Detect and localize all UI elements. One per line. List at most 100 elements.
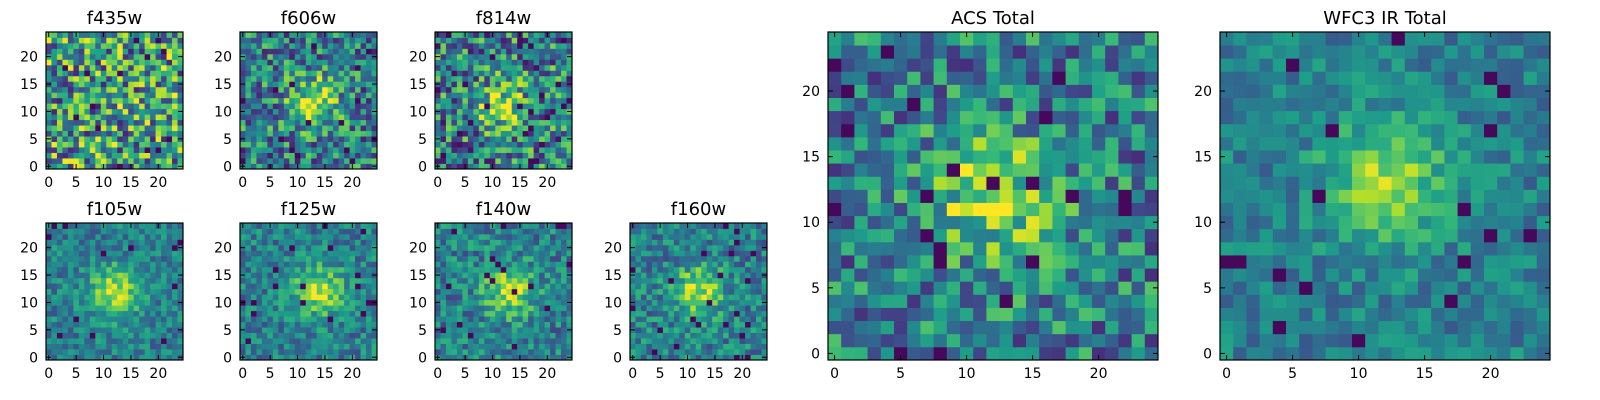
- pixel-cell: [272, 70, 279, 77]
- x-tick-label: 20: [343, 175, 361, 191]
- y-tick-label: 0: [418, 350, 427, 366]
- pixel-cell: [250, 59, 257, 66]
- pixel-cell: [456, 141, 463, 148]
- pixel-cell: [440, 305, 447, 312]
- pixel-cell: [78, 114, 85, 121]
- pixel-cell: [139, 136, 146, 142]
- pixel-cell: [473, 136, 480, 142]
- pixel-cell: [278, 163, 285, 170]
- pixel-cell: [84, 108, 91, 115]
- pixel-cell: [338, 81, 345, 88]
- pixel-cell: [456, 114, 463, 121]
- pixel-cell: [289, 294, 296, 301]
- pixel-cell: [111, 37, 118, 44]
- pixel-cell: [635, 305, 642, 312]
- pixel-cell: [371, 103, 378, 110]
- pixel-cell: [360, 327, 367, 333]
- pixel-cell: [166, 277, 173, 284]
- pixel-cell: [522, 316, 529, 323]
- pixel-cell: [366, 53, 372, 60]
- pixel-cell: [473, 103, 480, 110]
- pixel-cell: [161, 70, 167, 77]
- pixel-cell: [240, 277, 246, 284]
- pixel-cell: [462, 321, 469, 328]
- pixel-cell: [322, 141, 329, 148]
- pixel-cell: [250, 343, 257, 350]
- pixel-cell: [1105, 241, 1119, 256]
- pixel-cell: [46, 75, 52, 82]
- y-tick-label: 0: [613, 350, 622, 366]
- pixel-cell: [445, 32, 452, 38]
- pixel-cell: [555, 244, 562, 251]
- pixel-cell: [630, 288, 636, 295]
- pixel-cell: [122, 305, 129, 312]
- pixel-cell: [690, 299, 697, 306]
- pixel-cell: [56, 130, 63, 137]
- pixel-cell: [51, 75, 58, 82]
- pixel-cell: [139, 114, 146, 121]
- pixel-cell: [371, 75, 378, 82]
- pixel-cell: [473, 114, 480, 121]
- pixel-cell: [355, 92, 361, 99]
- pixel-cell: [690, 277, 697, 284]
- pixel-cell: [489, 130, 496, 137]
- pixel-cell: [522, 59, 529, 66]
- pixel-cell: [155, 244, 162, 251]
- pixel-cell: [117, 163, 124, 170]
- pixel-cell: [267, 125, 274, 132]
- pixel-cell: [533, 349, 540, 355]
- pixel-cell: [172, 239, 178, 246]
- pixel-cell: [673, 310, 680, 317]
- pixel-cell: [161, 59, 167, 66]
- pixel-cell: [478, 92, 485, 99]
- pixel-cell: [338, 163, 345, 170]
- pixel-cell: [640, 310, 647, 317]
- pixel-cell: [245, 228, 252, 235]
- pixel-cell: [728, 233, 735, 240]
- pixel-cell: [294, 147, 301, 153]
- pixel-cell: [555, 283, 562, 290]
- pixel-cell: [62, 53, 69, 60]
- pixel-cell: [73, 75, 80, 82]
- pixel-cell: [355, 86, 361, 93]
- pixel-cell: [867, 281, 882, 295]
- pixel-cell: [177, 255, 184, 262]
- pixel-cell: [95, 305, 102, 312]
- pixel-cell: [322, 152, 329, 159]
- pixel-cell: [166, 294, 173, 301]
- pixel-cell: [467, 223, 474, 229]
- pixel-cell: [366, 86, 372, 93]
- pixel-cell: [933, 255, 948, 269]
- pixel-cell: [133, 272, 140, 279]
- pixel-cell: [739, 299, 746, 306]
- pixel-cell: [630, 321, 636, 328]
- pixel-cell: [533, 70, 540, 77]
- pixel-cell: [261, 64, 268, 71]
- pixel-cell: [640, 299, 647, 306]
- pixel-cell: [89, 147, 96, 153]
- pixel-cell: [451, 354, 458, 361]
- pixel-cell: [100, 228, 107, 235]
- pixel-cell: [511, 305, 518, 312]
- pixel-cell: [100, 283, 107, 290]
- pixel-cell: [973, 255, 987, 269]
- pixel-cell: [283, 288, 290, 295]
- pixel-cell: [100, 86, 107, 93]
- pixel-cell: [1052, 176, 1066, 190]
- pixel-cell: [712, 277, 719, 284]
- pixel-cell: [51, 349, 58, 355]
- pixel-cell: [712, 239, 719, 246]
- pixel-cell: [155, 97, 162, 104]
- pixel-cell: [278, 288, 285, 295]
- pixel-cell: [1078, 215, 1093, 230]
- pixel-cell: [122, 266, 129, 273]
- pixel-cell: [555, 158, 562, 164]
- pixel-cell: [139, 233, 146, 240]
- pixel-cell: [539, 86, 545, 93]
- pixel-cell: [144, 305, 151, 312]
- pixel-cell: [261, 228, 268, 235]
- pixel-cell: [333, 310, 340, 317]
- pixel-cell: [333, 48, 340, 55]
- pixel-cell: [122, 277, 129, 284]
- pixel-cell: [894, 202, 908, 217]
